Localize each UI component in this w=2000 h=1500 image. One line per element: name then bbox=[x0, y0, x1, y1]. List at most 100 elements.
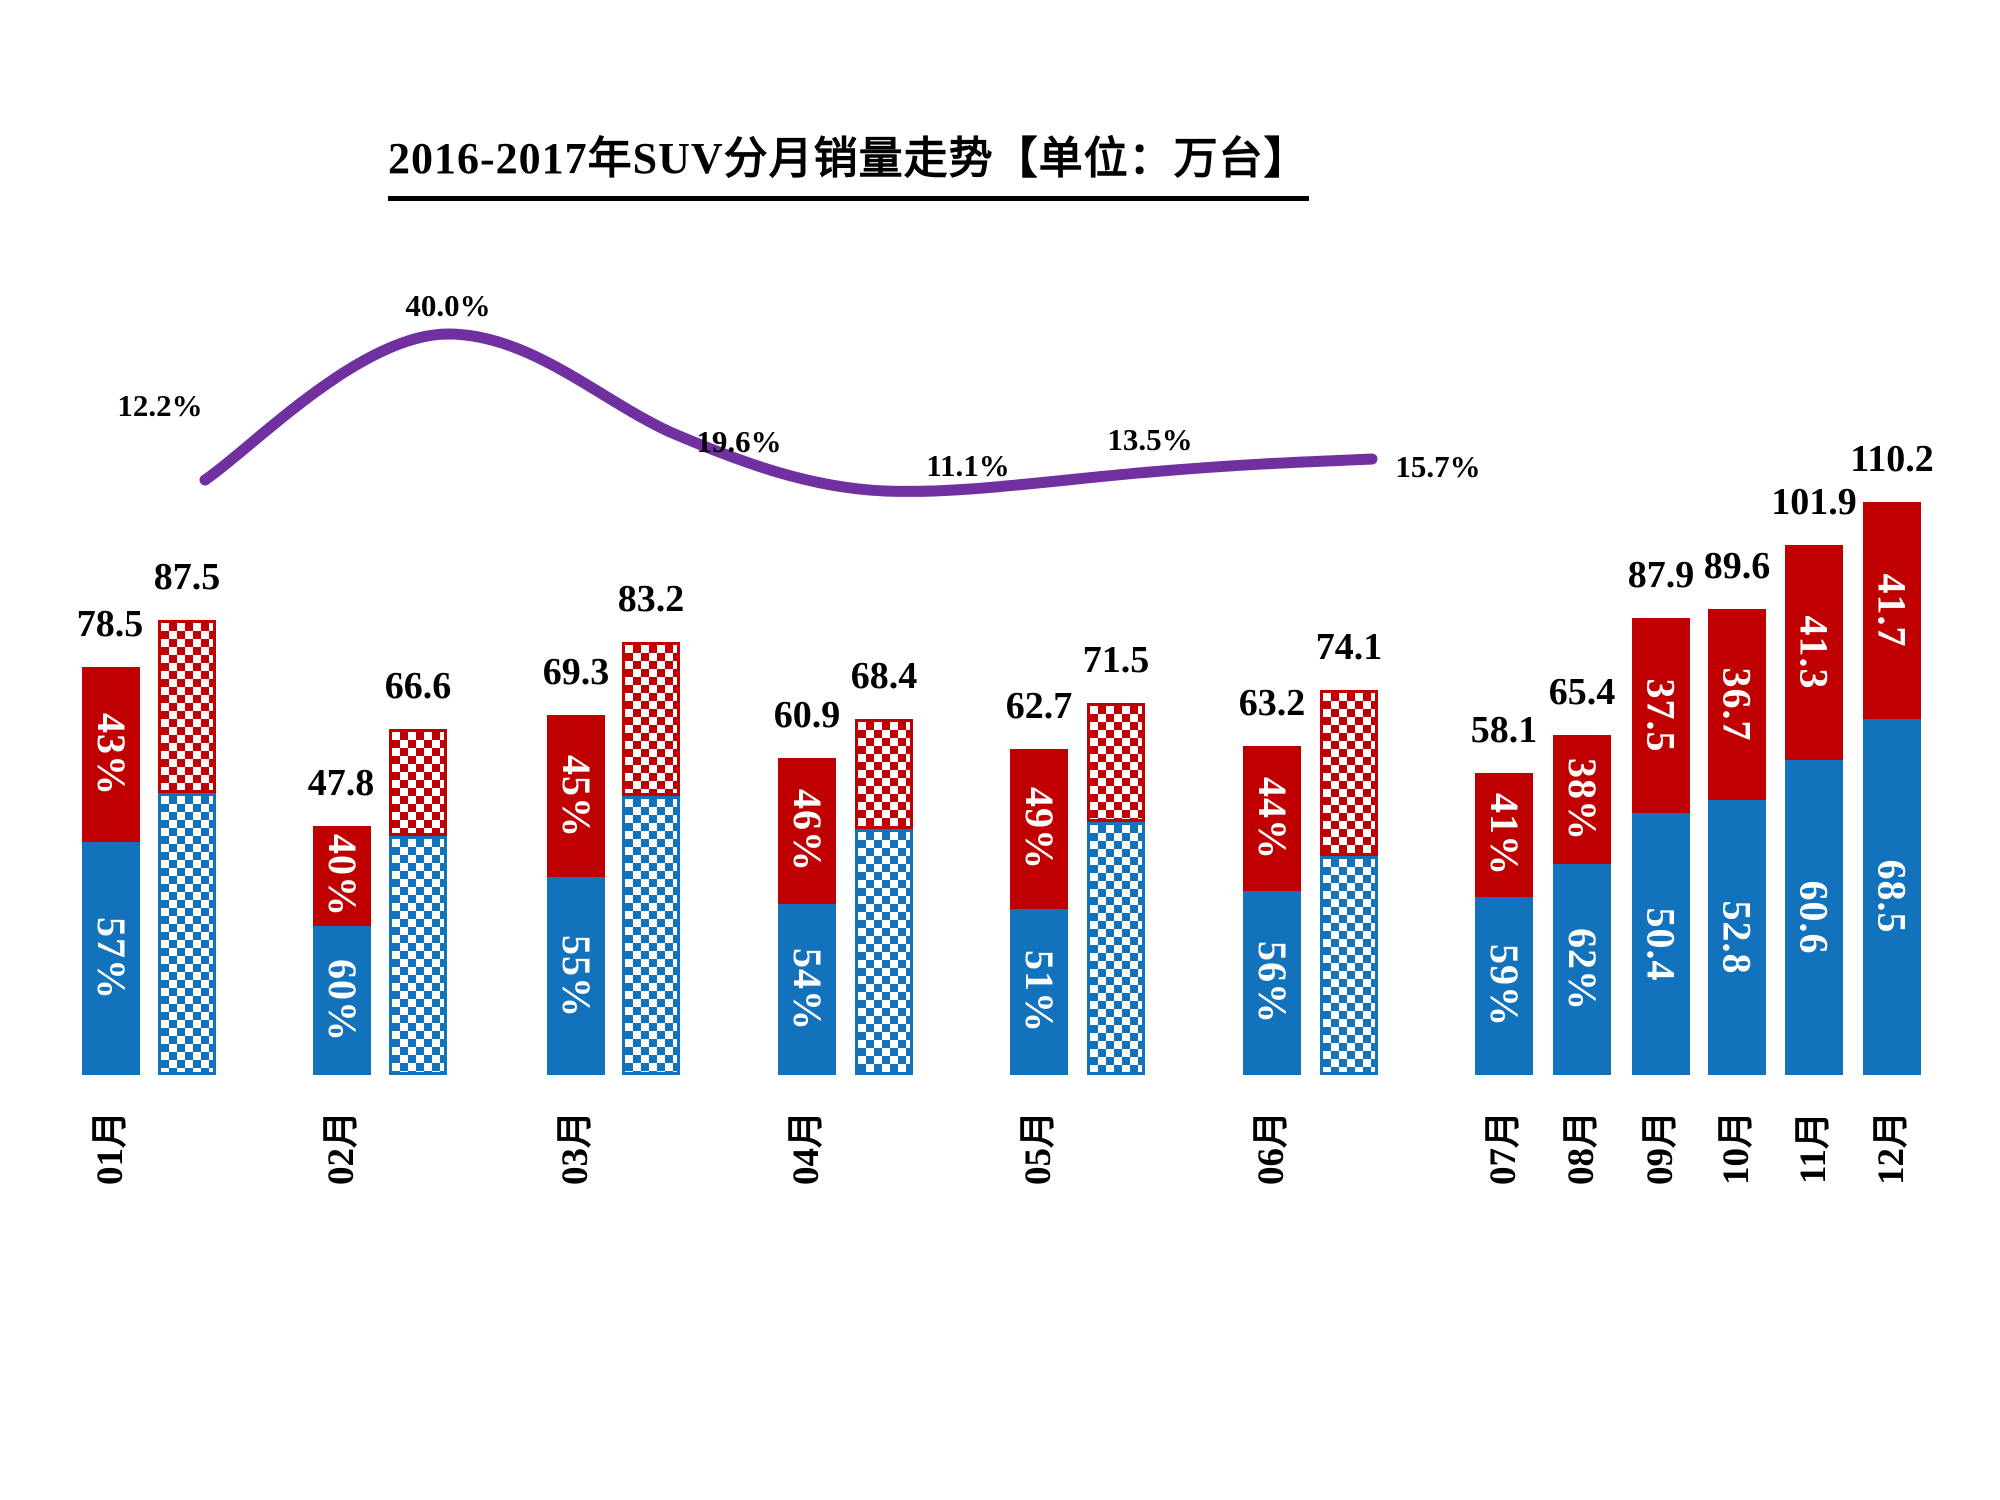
bar-2017-02-red-segment bbox=[389, 729, 447, 837]
bar-2016-02-blue-segment: 60% bbox=[313, 925, 371, 1075]
bar-2016-10: 36.7 52.8 bbox=[1708, 609, 1766, 1075]
bar-2016-10-blue-segment: 52.8 bbox=[1708, 800, 1766, 1075]
bar-2016-12: 41.7 68.5 bbox=[1863, 502, 1921, 1075]
axis-label-04: 04月 bbox=[786, 1111, 827, 1185]
bar-2017-05-blue-segment bbox=[1087, 822, 1145, 1075]
bar-2016-02-red-label: 40% bbox=[319, 834, 365, 918]
bar-2016-11-red-segment: 41.3 bbox=[1785, 545, 1843, 760]
bar-total-2016-11: 101.9 bbox=[1771, 481, 1857, 523]
bar-2016-01-blue-segment: 57% bbox=[82, 842, 140, 1075]
bar-total-2016-07: 58.1 bbox=[1470, 709, 1538, 751]
bar-2016-08-red-label: 38% bbox=[1559, 758, 1605, 842]
bar-total-2016-04: 60.9 bbox=[773, 694, 841, 736]
bar-2016-05: 49% 51% bbox=[1010, 749, 1068, 1075]
bar-2016-10-red-segment: 36.7 bbox=[1708, 609, 1766, 801]
bar-2016-07-blue-label: 59% bbox=[1481, 944, 1527, 1028]
bar-2016-06-red-label: 44% bbox=[1249, 776, 1295, 860]
bar-total-2017-06: 74.1 bbox=[1315, 626, 1383, 668]
bar-2017-06-blue-segment bbox=[1320, 855, 1378, 1075]
bar-total-2017-01: 87.5 bbox=[153, 556, 221, 598]
bar-2017-04-red-segment bbox=[855, 719, 913, 830]
bar-2016-11-blue-segment: 60.6 bbox=[1785, 759, 1843, 1075]
bar-2016-06-blue-segment: 56% bbox=[1243, 890, 1301, 1075]
axis-label-01: 01月 bbox=[90, 1111, 131, 1185]
bar-2016-04-red-label: 46% bbox=[784, 789, 830, 873]
growth-label-apr: 11.1% bbox=[926, 448, 1010, 483]
bar-2016-02-red-segment: 40% bbox=[313, 826, 371, 926]
bar-2016-07-red-segment: 41% bbox=[1475, 773, 1533, 897]
bar-2016-01-blue-label: 57% bbox=[88, 917, 134, 1001]
bar-2016-05-red-label: 49% bbox=[1016, 787, 1062, 871]
bar-2016-06: 44% 56% bbox=[1243, 746, 1301, 1075]
bar-2016-07-red-label: 41% bbox=[1481, 793, 1527, 877]
bar-2016-09-blue-segment: 50.4 bbox=[1632, 813, 1690, 1075]
bar-2016-10-blue-label: 52.8 bbox=[1714, 900, 1760, 975]
bar-2016-11-red-label: 41.3 bbox=[1791, 615, 1837, 690]
growth-label-feb: 40.0% bbox=[405, 288, 491, 323]
bar-2017-02-blue-segment bbox=[389, 836, 447, 1075]
bar-2016-01-red-label: 43% bbox=[88, 713, 134, 797]
bar-2016-03: 45% 55% bbox=[547, 715, 605, 1075]
bar-2016-02: 40% 60% bbox=[313, 826, 371, 1075]
bar-2017-03-red-segment bbox=[622, 642, 680, 796]
bar-2017-03-blue-segment bbox=[622, 795, 680, 1075]
bar-2017-04 bbox=[855, 719, 913, 1075]
growth-label-jun: 15.7% bbox=[1395, 449, 1481, 484]
bar-2016-04-blue-segment: 54% bbox=[778, 903, 836, 1075]
bar-2016-09: 37.5 50.4 bbox=[1632, 618, 1690, 1075]
bar-total-2016-03: 69.3 bbox=[542, 651, 610, 693]
axis-label-11: 11月 bbox=[1793, 1112, 1834, 1184]
bar-2016-06-red-segment: 44% bbox=[1243, 746, 1301, 891]
bar-2016-04: 46% 54% bbox=[778, 758, 836, 1075]
bar-total-2016-06: 63.2 bbox=[1238, 682, 1306, 724]
bar-2016-12-red-label: 41.7 bbox=[1869, 573, 1915, 648]
bar-2017-03 bbox=[622, 642, 680, 1075]
growth-label-jan: 12.2% bbox=[117, 388, 203, 423]
bar-2016-05-blue-segment: 51% bbox=[1010, 908, 1068, 1075]
bar-2016-02-blue-label: 60% bbox=[319, 958, 365, 1042]
axis-label-03: 03月 bbox=[555, 1111, 596, 1185]
bar-total-2016-01: 78.5 bbox=[76, 603, 144, 645]
bar-2016-08: 38% 62% bbox=[1553, 735, 1611, 1075]
axis-label-08: 08月 bbox=[1561, 1111, 1602, 1185]
growth-line-path bbox=[199, 328, 1378, 497]
bar-total-2017-03: 83.2 bbox=[617, 578, 685, 620]
bar-2017-05-red-segment bbox=[1087, 703, 1145, 823]
axis-label-05: 05月 bbox=[1018, 1111, 1059, 1185]
bar-2016-10-red-label: 36.7 bbox=[1714, 667, 1760, 742]
bar-2016-04-red-segment: 46% bbox=[778, 758, 836, 904]
bar-2016-06-blue-label: 56% bbox=[1249, 941, 1295, 1025]
bar-2016-04-blue-label: 54% bbox=[784, 947, 830, 1031]
bar-2016-11-blue-label: 60.6 bbox=[1791, 880, 1837, 955]
bar-total-2016-02: 47.8 bbox=[307, 762, 375, 804]
bar-2016-05-blue-label: 51% bbox=[1016, 950, 1062, 1034]
bar-2017-01-blue-segment bbox=[158, 792, 216, 1075]
bar-2016-09-blue-label: 50.4 bbox=[1638, 907, 1684, 982]
bar-total-2016-09: 87.9 bbox=[1627, 554, 1695, 596]
bar-2016-01-red-segment: 43% bbox=[82, 667, 140, 843]
chart-title: 2016-2017年SUV分月销量走势【单位：万台】 bbox=[388, 122, 1309, 201]
growth-label-mar: 19.6% bbox=[696, 424, 782, 459]
bar-2016-09-red-label: 37.5 bbox=[1638, 678, 1684, 753]
bar-2016-03-blue-label: 55% bbox=[553, 934, 599, 1018]
axis-label-06: 06月 bbox=[1251, 1111, 1292, 1185]
bar-2016-12-blue-segment: 68.5 bbox=[1863, 718, 1921, 1075]
bar-total-2016-10: 89.6 bbox=[1703, 545, 1771, 587]
axis-label-09: 09月 bbox=[1640, 1111, 1681, 1185]
bar-2016-01: 43% 57% bbox=[82, 667, 140, 1075]
axis-label-10: 10月 bbox=[1716, 1111, 1757, 1185]
bar-2016-11: 41.3 60.6 bbox=[1785, 545, 1843, 1075]
bar-2017-01-red-segment bbox=[158, 620, 216, 793]
axis-label-12: 12月 bbox=[1871, 1111, 1912, 1185]
bar-2017-05 bbox=[1087, 703, 1145, 1075]
bar-2016-12-red-segment: 41.7 bbox=[1863, 502, 1921, 719]
bar-total-2016-05: 62.7 bbox=[1005, 685, 1073, 727]
growth-label-may: 13.5% bbox=[1107, 422, 1193, 457]
bar-2017-01 bbox=[158, 620, 216, 1075]
bar-total-2016-12: 110.2 bbox=[1850, 438, 1934, 480]
bar-2016-03-red-label: 45% bbox=[553, 754, 599, 838]
bar-total-2016-08: 65.4 bbox=[1548, 671, 1616, 713]
bar-2016-12-blue-label: 68.5 bbox=[1869, 859, 1915, 934]
